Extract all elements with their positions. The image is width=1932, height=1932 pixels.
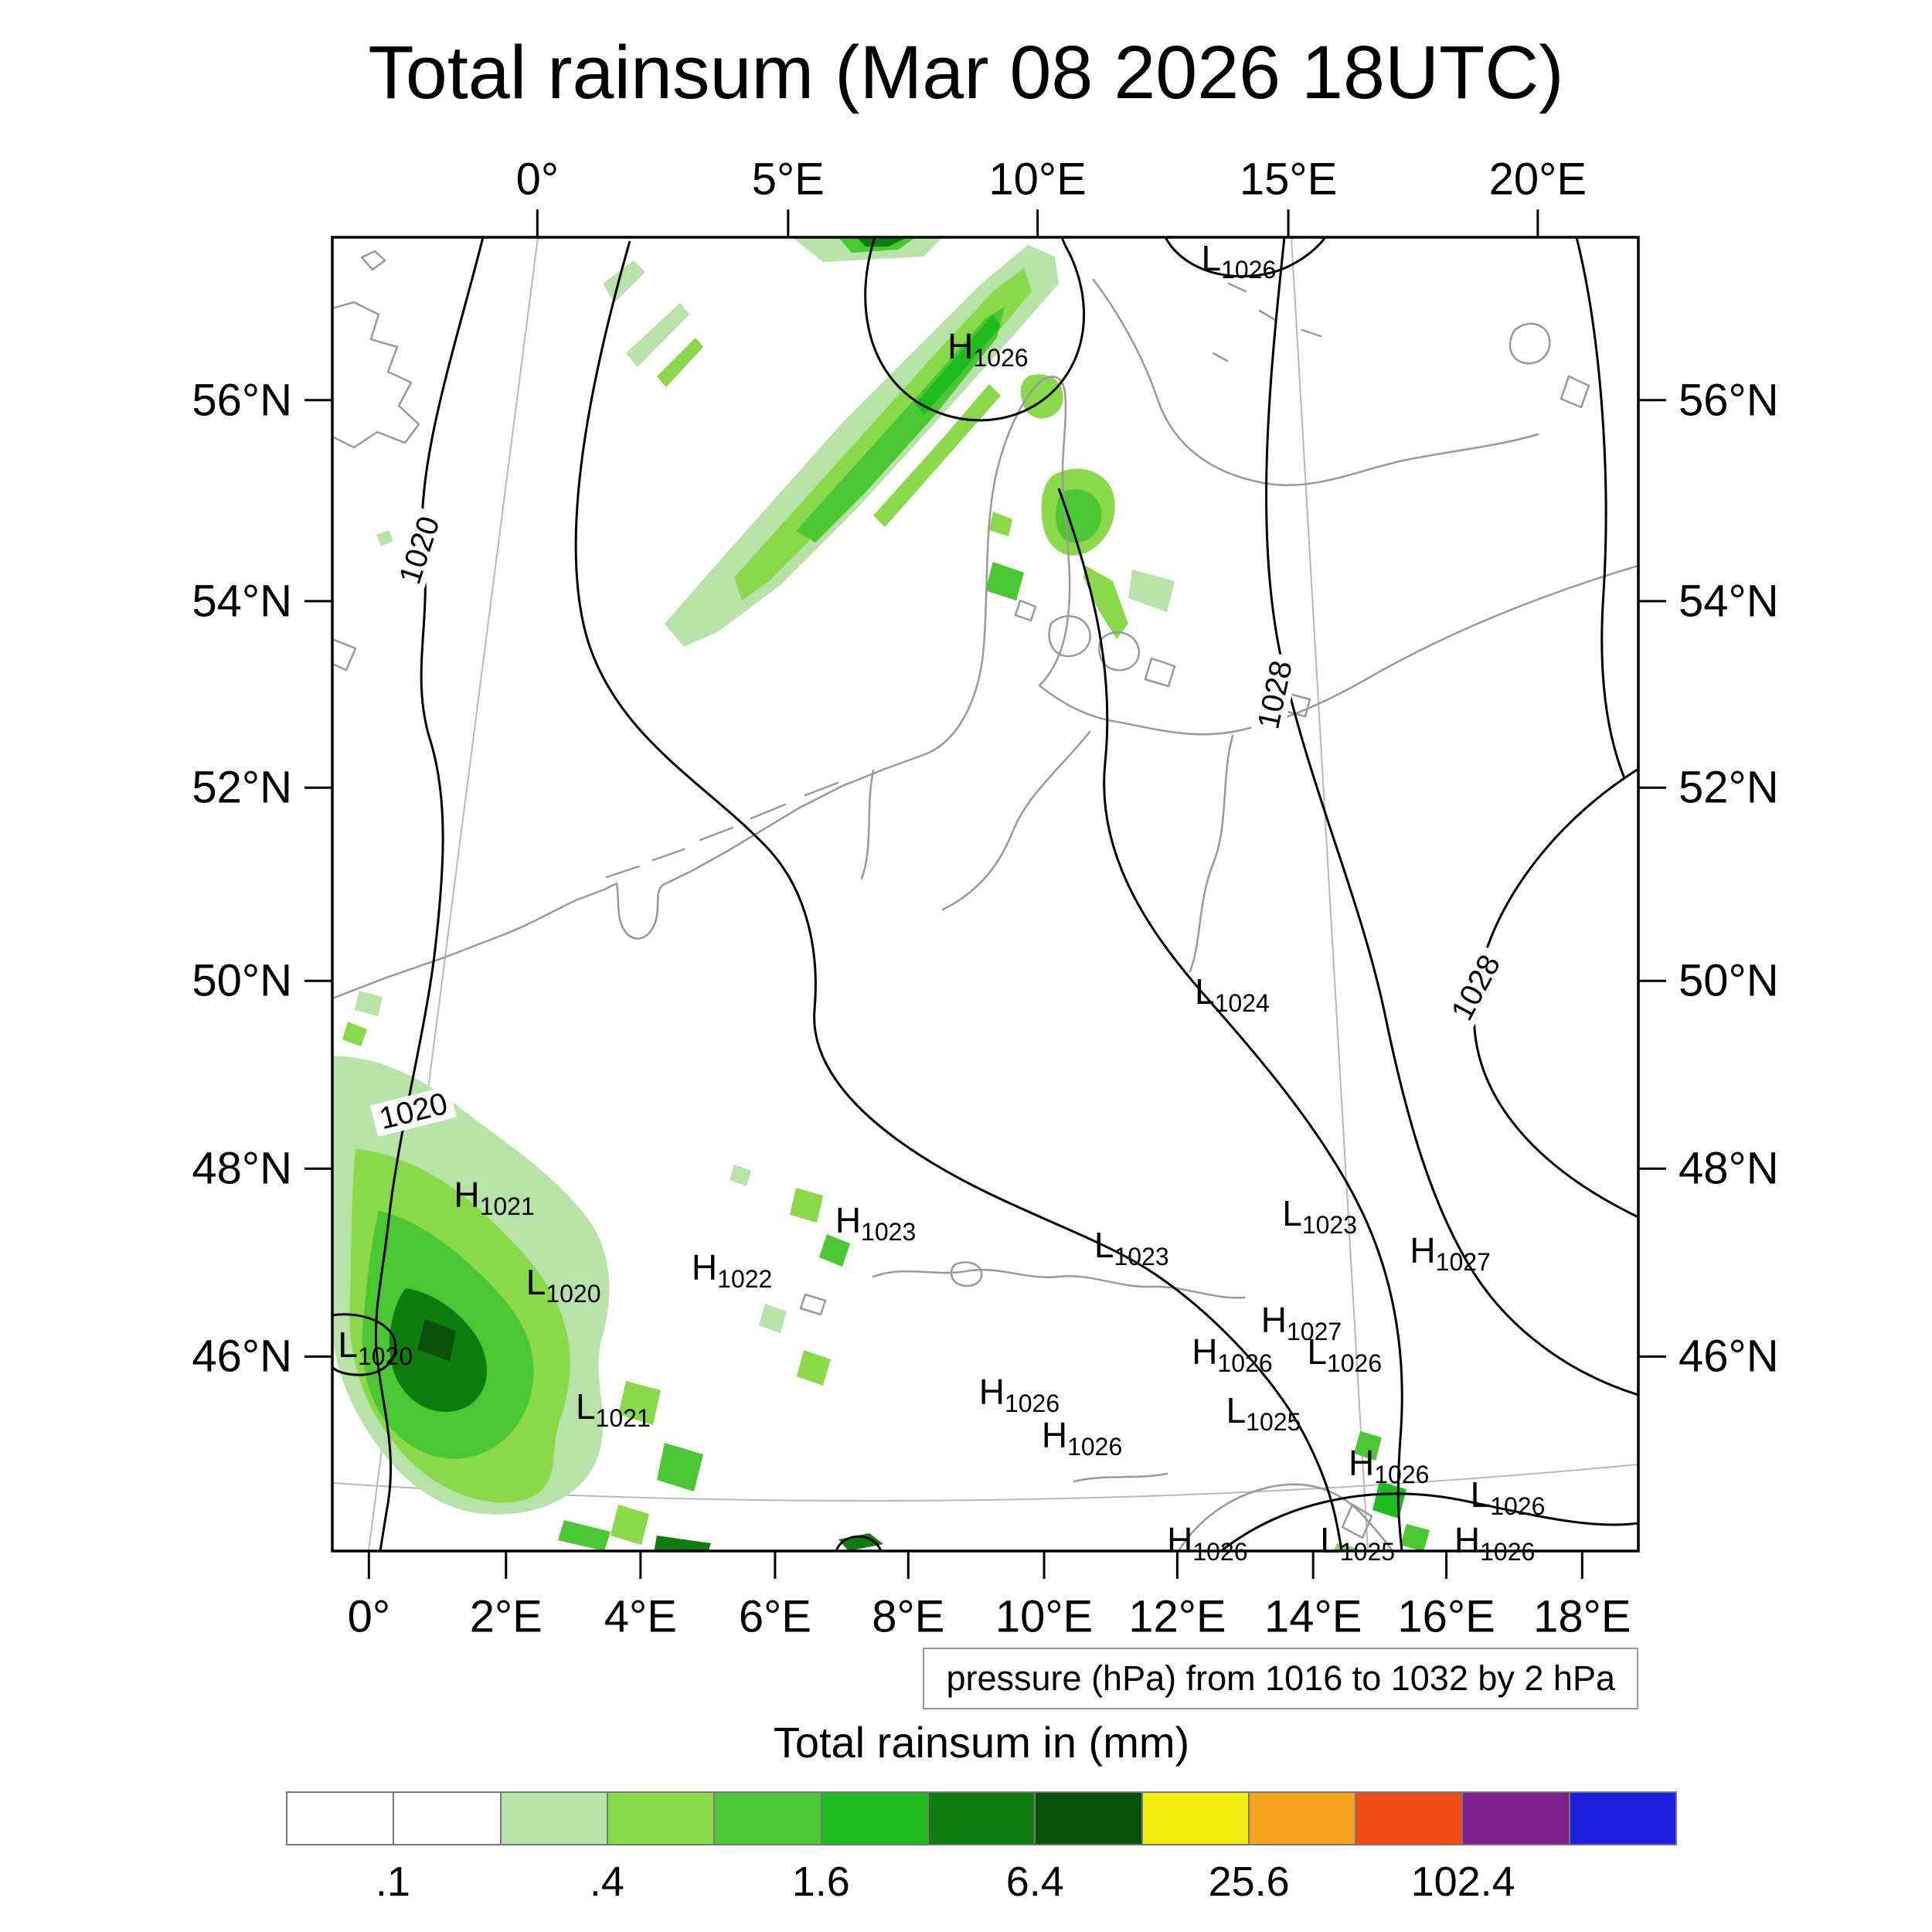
map-canvas: [304, 209, 1666, 1579]
pressure-marker: H1026: [947, 326, 1029, 372]
axis-label: 16°E: [1397, 1591, 1495, 1642]
axis-label: 50°N: [1679, 955, 1779, 1006]
pressure-marker: H1026: [978, 1372, 1060, 1418]
colorbar-cell: [1356, 1793, 1464, 1844]
pressure-marker: H1023: [835, 1199, 917, 1246]
axis-label: 56°N: [1679, 375, 1779, 426]
chart-title: Total rainsum (Mar 08 2026 18UTC): [368, 30, 1564, 114]
colorbar-cell: [1249, 1793, 1357, 1844]
axis-label: 54°N: [1679, 576, 1779, 627]
axis-label: 18°E: [1533, 1591, 1631, 1642]
axis-label: 54°N: [192, 576, 292, 627]
pressure-marker: L1023: [1094, 1224, 1169, 1271]
axis-label: 48°N: [192, 1143, 292, 1194]
colorbar-cell: [1036, 1793, 1143, 1844]
axis-label: 52°N: [192, 762, 292, 813]
axis-label: 4°E: [604, 1591, 677, 1642]
legend-title: Total rainsum in (mm): [773, 1718, 1190, 1767]
pressure-marker: H1027: [1260, 1299, 1342, 1345]
rain-areas: [332, 237, 1430, 1551]
pressure-marker: H1021: [454, 1175, 535, 1221]
pressure-marker: H1022: [691, 1247, 773, 1293]
pressure-marker: H1027: [1410, 1230, 1491, 1276]
colorbar-cell: [501, 1793, 608, 1844]
axis-label: 20°E: [1488, 154, 1587, 205]
axis-label: 0°: [347, 1591, 391, 1642]
axis-label: 12°E: [1128, 1591, 1226, 1642]
axis-label: 10°E: [995, 1591, 1094, 1642]
colorbar-cell: [1142, 1793, 1250, 1844]
colorbar-cell: [1570, 1793, 1676, 1844]
pressure-marker: L1026: [1470, 1474, 1546, 1521]
colorbar-cell: [715, 1793, 822, 1844]
pressure-marker: L1025: [1320, 1520, 1396, 1566]
pressure-marker: L1025: [1226, 1390, 1301, 1437]
pressure-caption: pressure (hPa) from 1016 to 1032 by 2 hP…: [923, 1648, 1638, 1709]
axis-label: 0°: [515, 154, 560, 205]
map-frame: [331, 236, 1640, 1553]
axis-label: 50°N: [192, 955, 292, 1006]
axis-label: 5°E: [751, 154, 825, 205]
axis-label: 2°E: [469, 1591, 543, 1642]
pressure-marker: L1023: [1282, 1193, 1358, 1240]
pressure-marker: H1026: [1348, 1443, 1430, 1489]
pressure-marker: H1026: [1192, 1331, 1273, 1377]
colorbar-cell: [287, 1793, 395, 1844]
colorbar-label: .4: [589, 1859, 624, 1905]
colorbar-label: 25.6: [1208, 1859, 1290, 1905]
colorbar-label: 6.4: [1005, 1859, 1064, 1905]
colorbar-label: 102.4: [1410, 1859, 1515, 1905]
axis-label: 8°E: [872, 1591, 945, 1642]
pressure-marker: L1021: [575, 1386, 651, 1433]
pressure-marker: L1020: [338, 1325, 413, 1371]
axis-label: 56°N: [192, 375, 292, 426]
pressure-marker: L1020: [526, 1261, 601, 1308]
pressure-marker: H1026: [1041, 1415, 1123, 1461]
axis-label: 46°N: [192, 1331, 292, 1382]
axis-label: 46°N: [1679, 1331, 1779, 1382]
axis-label: 10°E: [988, 154, 1087, 205]
colorbar-cell: [607, 1793, 716, 1844]
axis-label: 14°E: [1264, 1591, 1362, 1642]
pressure-marker: L1026: [1307, 1331, 1383, 1377]
colorbar-cell: [928, 1793, 1036, 1844]
axis-label: 52°N: [1679, 762, 1779, 813]
pressure-marker: H1026: [1454, 1520, 1536, 1566]
axis-label: 48°N: [1679, 1143, 1779, 1194]
pressure-marker: H1026: [1167, 1520, 1248, 1566]
colorbar: [286, 1791, 1677, 1845]
colorbar-cell: [821, 1793, 929, 1844]
map-plot: L1026 H1026 L1024 H1021 L1020 H1022 H1023 L1023…: [304, 209, 1666, 1579]
pressure-marker: L1026: [1201, 238, 1277, 284]
axis-label: 6°E: [738, 1591, 811, 1642]
pressure-marker: L1024: [1195, 971, 1270, 1017]
colorbar-label: .1: [375, 1859, 410, 1905]
colorbar-cell: [394, 1793, 502, 1844]
colorbar-cell: [1463, 1793, 1570, 1844]
isobar-contours: [332, 237, 1638, 1551]
axis-ticks: [304, 209, 1666, 1579]
colorbar-label: 1.6: [791, 1859, 850, 1905]
axis-label: 15°E: [1239, 154, 1338, 205]
